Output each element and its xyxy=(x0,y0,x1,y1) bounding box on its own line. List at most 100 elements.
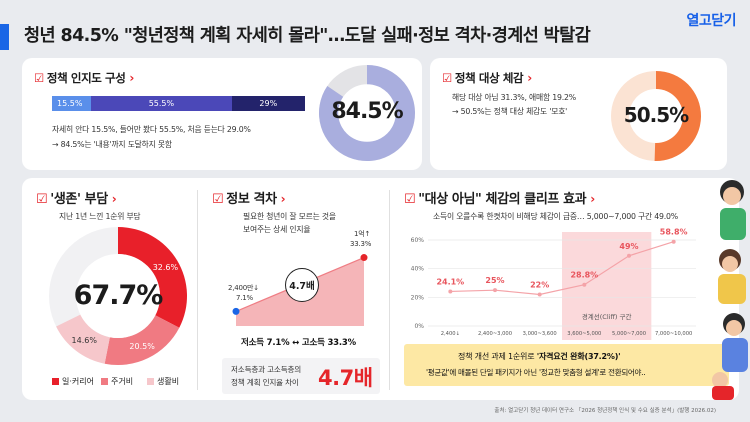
y-tick-label: 60% xyxy=(411,237,425,244)
info-gap-title-text: 정보 격차 xyxy=(226,192,277,207)
awareness-title: ☑ 정책 인지도 구성 › xyxy=(34,70,134,86)
illustration-people xyxy=(712,180,748,400)
survival-slice-label: 32.6% xyxy=(153,263,179,272)
data-point xyxy=(627,253,631,258)
data-label: 25% xyxy=(485,276,504,285)
legend-swatch xyxy=(101,378,108,385)
data-point xyxy=(671,239,676,244)
awareness-bar-segment: 15.5% xyxy=(52,96,92,111)
awareness-stacked-bar: 15.5% 55.5% 29% xyxy=(52,96,305,111)
policy-note-prefix: 정책 개선 과제 1순위로 xyxy=(458,352,537,361)
target-note-2: → 50.5%는 정책 대상 체감도 '모호' xyxy=(452,107,568,116)
source-credit: 출처: 열고닫기 청년 데이터 연구소 「2026 청년정책 인식 및 수요 실… xyxy=(494,408,716,414)
target-pie-hole xyxy=(629,89,683,143)
target-card: ☑ 정책 대상 체감 › 해당 대상 아님 31.3%, 애매함 19.2% → 5… xyxy=(430,58,727,170)
checkbox-icon: ☑ xyxy=(404,192,416,207)
cliff-title-text: "대상 아님" 체감의 클리프 효과 xyxy=(418,192,587,207)
survival-slice-label: 20.5% xyxy=(129,342,155,351)
data-label: 58.8% xyxy=(660,228,688,237)
survival-slice xyxy=(56,314,110,364)
data-label: 24.1% xyxy=(436,277,464,286)
legend-item: 생활비 xyxy=(147,376,179,387)
accent-bar xyxy=(0,24,9,50)
survival-subtitle: 지난 1년 느낀 1순위 부담 xyxy=(59,212,141,221)
x-tick-label: 3,600~5,000 xyxy=(567,331,601,337)
low-income-amount: 2,400만↓ xyxy=(228,284,259,292)
ratio-bubble: 4.7배 xyxy=(285,268,319,302)
x-tick-label: 2,400~3,000 xyxy=(478,331,512,337)
survival-title-text: '생존' 부담 xyxy=(50,192,108,207)
survival-slice xyxy=(118,227,187,328)
info-gap-compare: 저소득 7.1% ↔ 고소득 33.3% xyxy=(241,338,356,348)
brand-logo: 열고닫기 xyxy=(686,13,736,29)
y-tick-label: 40% xyxy=(411,266,425,273)
awareness-pie-label: 84.5% xyxy=(331,99,403,124)
chevron-right-icon: › xyxy=(590,192,595,206)
awareness-pie-hole xyxy=(338,84,396,142)
chevron-right-icon: › xyxy=(129,71,134,85)
data-point xyxy=(582,282,587,287)
policy-note-line-2: '평균값'에 매몰된 단일 패키지가 아닌 '정교한 맞춤형 설계'로 전환되어… xyxy=(426,368,646,377)
target-note-1: 해당 대상 아님 31.3%, 애매함 19.2% xyxy=(452,93,576,102)
info-gap-desc-2: 보여주는 상세 인지율 xyxy=(243,225,311,234)
legend-swatch xyxy=(147,378,154,385)
info-gap-footer-big: 4.7배 xyxy=(318,366,373,390)
legend-label: 주거비 xyxy=(111,377,134,386)
chevron-right-icon: › xyxy=(527,71,532,85)
target-title: ☑ 정책 대상 체감 › xyxy=(442,70,532,86)
page-title: 청년 84.5% "청년정책 계획 자세히 몰라"…도달 실패·정보 격차·경계… xyxy=(24,26,591,46)
cliff-subtitle: 소득이 오를수록 한켯차이 비해당 체감이 급증… 5,000~7,000 구간… xyxy=(433,212,679,221)
checkbox-icon: ☑ xyxy=(442,71,452,85)
legend-swatch xyxy=(52,378,59,385)
awareness-bar-segment: 55.5% xyxy=(91,96,232,111)
info-gap-footer xyxy=(222,358,380,394)
legend-label: 생활비 xyxy=(157,377,180,386)
target-pie-label: 50.5% xyxy=(623,103,689,127)
cliff-zone-label: 경계선(Cliff) 구간 xyxy=(582,312,632,321)
cliff-line-chart: 경계선(Cliff) 구간 0% 20% 40% 60% 24.1% 2,400↓ 25% 2,… xyxy=(411,228,696,340)
checkbox-icon: ☑ xyxy=(36,192,48,207)
low-income-point xyxy=(232,307,240,315)
x-tick-label: 5,000~7,000 xyxy=(612,331,646,337)
target-donut xyxy=(611,71,701,161)
data-point xyxy=(448,289,453,294)
data-point xyxy=(493,288,497,293)
high-income-pct: 33.3% xyxy=(350,240,372,248)
policy-note-line-1: 정책 개선 과제 1순위로 '자격요건 완화(37.2%)' xyxy=(458,351,621,362)
info-gap-footer-2: 정책 계획 인지율 차이 xyxy=(231,378,299,387)
survival-slice xyxy=(104,315,180,365)
high-income-point xyxy=(360,254,368,262)
awareness-note-1: 자세히 안다 15.5%, 들어만 봤다 55.5%, 처음 듣는다 29.0% xyxy=(52,125,251,134)
high-income-amount: 1억↑ xyxy=(354,230,371,238)
data-label: 28.8% xyxy=(570,271,598,280)
awareness-note-2: → 84.5%는 '내용'까지 도달하지 못함 xyxy=(52,140,172,149)
target-title-text: 정책 대상 체감 xyxy=(454,71,524,85)
survival-slice-label: 14.6% xyxy=(72,336,98,345)
x-tick-label: 3,000~3,600 xyxy=(523,331,557,337)
cliff-line xyxy=(450,241,674,296)
legend-item: 주거비 xyxy=(101,376,133,387)
survival-title: ☑ '생존' 부담 › xyxy=(36,188,117,207)
checkbox-icon: ☑ xyxy=(212,192,224,207)
data-label: 22% xyxy=(530,280,549,289)
chevron-right-icon: › xyxy=(111,192,117,206)
awareness-donut xyxy=(319,65,415,161)
legend-item: 일·커리어 xyxy=(52,376,94,387)
data-point xyxy=(537,292,542,297)
survival-center-label: 67.7% xyxy=(73,280,164,311)
policy-note xyxy=(404,344,729,386)
info-gap-footer-1: 저소득층과 고소득층의 xyxy=(231,365,302,374)
info-gap-title: ☑ 정보 격차 › xyxy=(212,188,286,207)
legend-label: 일·커리어 xyxy=(62,377,94,386)
y-tick-label: 20% xyxy=(411,294,425,301)
info-gap-desc-1: 필요한 청년이 잘 모르는 것을 xyxy=(243,212,336,221)
checkbox-icon: ☑ xyxy=(34,71,44,85)
chevron-right-icon: › xyxy=(280,192,286,206)
survival-donut: 32.6% 20.5% 14.6% xyxy=(49,227,187,365)
divider xyxy=(197,190,198,390)
survival-hole xyxy=(76,254,160,338)
x-tick-label: 2,400↓ xyxy=(441,331,460,337)
y-tick-label: 0% xyxy=(414,323,424,330)
x-tick-label: 7,000~10,000 xyxy=(655,331,692,337)
awareness-bar-segment: 29% xyxy=(231,96,305,111)
